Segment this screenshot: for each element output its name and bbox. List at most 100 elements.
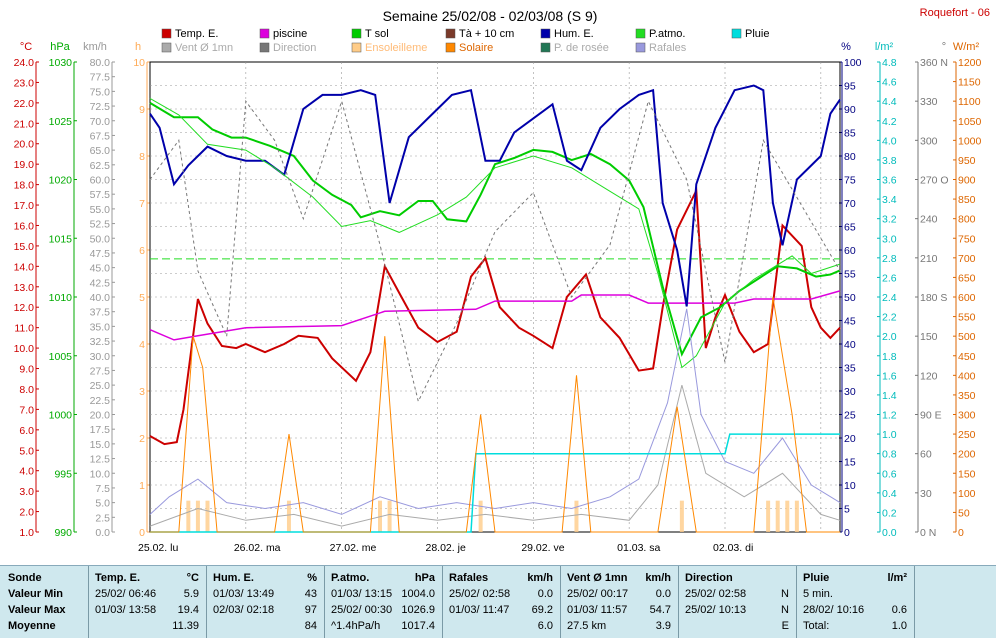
rain-tick-label: 1.8: [882, 351, 897, 363]
legend-swatch: [161, 42, 172, 53]
wind-tick-label: 50.0: [90, 233, 111, 245]
hum-tick-label: 50: [844, 292, 856, 304]
rain-tick-label: 4.8: [882, 57, 897, 69]
rain-tick-label: 2.6: [882, 272, 897, 284]
press-max: 1026.9: [401, 604, 435, 616]
dir-tick-label: 30: [920, 488, 932, 500]
legend-label: Temp. E.: [175, 28, 218, 40]
legend-label: Pluie: [745, 28, 769, 40]
solar-tick-label: 450: [958, 351, 976, 363]
hum-min-date: 01/03/ 13:49: [213, 588, 275, 600]
solar-tick-label: 950: [958, 155, 976, 167]
chart-title: Semaine 25/02/08 - 02/03/08 (S 9): [383, 8, 598, 24]
sunshine-bar: [286, 500, 291, 532]
stats-table: Sonde Valeur Min Valeur Max Moyenne Temp…: [0, 565, 996, 638]
hum-tick-label: 75: [844, 175, 856, 187]
series-t-sol: [149, 102, 841, 357]
solar-tick-label: 350: [958, 390, 976, 402]
press-tick-label: 1015: [49, 233, 73, 245]
wind-tick-label: 67.5: [90, 130, 111, 142]
solar-tick-label: 1200: [958, 57, 982, 69]
solar-tick-label: 200: [958, 449, 976, 461]
sunshine-bar: [574, 500, 579, 532]
solar-tick-label: 300: [958, 410, 976, 422]
rain-tick-label: 3.0: [882, 233, 897, 245]
wind-unit: km/h: [645, 572, 671, 584]
x-axis-labels: 25.02. lu 26.02. ma 27.02. me 28.02. je 29.0…: [138, 542, 753, 554]
press-min-date: 01/03/ 13:15: [331, 588, 393, 600]
solar-tick-label: 100: [958, 488, 976, 500]
wind-tick-label: 5.0: [95, 498, 110, 510]
wind-tick-label: 65.0: [90, 145, 111, 157]
rain-tick-label: 1.6: [882, 370, 897, 382]
sonde-title: Sonde: [8, 572, 42, 584]
rain-tick-label: 4.2: [882, 116, 897, 128]
press-unit: hPa: [414, 572, 435, 584]
wind-tick-label: 80.0: [90, 57, 111, 69]
gust-title: Rafales: [449, 572, 489, 584]
rain-tick-label: 0.4: [882, 488, 897, 500]
hum-axis-unit: %: [841, 41, 851, 53]
wind-tick-label: 15.0: [90, 439, 111, 451]
rain-axis-unit: l/m²: [875, 41, 894, 53]
temp-tick-label: 15.0: [14, 241, 35, 253]
sunshine-bar: [794, 500, 799, 532]
temp-tick-label: 7.0: [19, 404, 34, 416]
stats-dir: Direction 25/02/ 02:58 N 25/02/ 10:13 N …: [678, 566, 797, 638]
legend-swatch: [445, 42, 456, 53]
dir-tick-label: 0 N: [920, 527, 936, 539]
row-avg-label: Moyenne: [8, 620, 56, 632]
legend-label: Vent Ø 1mn: [175, 42, 233, 54]
dir-tick-label: 330: [920, 96, 938, 108]
solar-tick-label: 1100: [958, 96, 981, 108]
hum-tick-label: 5: [844, 504, 850, 516]
solar-tick-label: 50: [958, 507, 970, 519]
solar-tick-label: 650: [958, 272, 976, 284]
stats-rain: Pluie l/m² 5 min. 28/02/ 10:16 0.6 Total…: [796, 566, 915, 638]
dir-tick-label: 150: [920, 331, 938, 343]
wind-tick-label: 2.5: [95, 512, 110, 524]
dir-min-date: 25/02/ 02:58: [685, 588, 747, 600]
axes: °C24.023.022.021.020.019.018.017.016.015…: [14, 41, 982, 539]
press-max-date: 25/02/ 00:30: [331, 604, 393, 616]
x-tick-label: 29.02. ve: [521, 542, 564, 554]
stats-empty: [914, 566, 996, 638]
grid: [150, 62, 840, 532]
hum-max: 97: [304, 604, 317, 616]
rain-max: 0.6: [891, 604, 907, 616]
temp-tick-label: 14.0: [14, 261, 35, 273]
row-min-label: Valeur Min: [8, 588, 64, 600]
legend-label: Rafales: [649, 42, 687, 54]
legend-label: Direction: [273, 42, 316, 54]
solar-tick-label: 1150: [958, 77, 981, 89]
sun-tick-label: 2: [139, 433, 145, 445]
temp-tick-label: 1.0: [19, 527, 34, 539]
dir-title: Direction: [685, 572, 733, 584]
sunshine-bar: [766, 500, 771, 532]
temp-tick-label: 6.0: [19, 425, 34, 437]
rain-tick-label: 1.4: [882, 390, 897, 402]
series-piscine: [149, 290, 841, 341]
temp-tick-label: 5.0: [19, 445, 34, 457]
stats-sonde: Sonde Valeur Min Valeur Max Moyenne: [0, 566, 88, 638]
x-tick-label: 26.02. ma: [234, 542, 281, 554]
sunshine-bar: [785, 500, 790, 532]
series-rafales: [149, 308, 841, 515]
press-tick-label: 1020: [49, 175, 73, 187]
legend-label: Solaire: [459, 42, 493, 54]
press-avg: 1017.4: [401, 620, 435, 632]
x-tick-label: 25.02. lu: [138, 542, 178, 554]
hum-tick-label: 80: [844, 151, 856, 163]
wind-tick-label: 75.0: [90, 86, 111, 98]
hum-tick-label: 100: [844, 57, 862, 69]
wind-tick-label: 40.0: [90, 292, 111, 304]
press-tick-label: 1000: [49, 410, 73, 422]
x-tick-label: 01.03. sa: [617, 542, 660, 554]
dir-tick-label: 240: [920, 214, 938, 226]
temp-max: 19.4: [177, 604, 199, 616]
wind-tick-label: 45.0: [90, 263, 111, 275]
hum-unit: %: [307, 572, 317, 584]
dir-tick-label: 60: [920, 449, 932, 461]
temp-tick-label: 13.0: [14, 282, 35, 294]
sun-tick-label: 0: [139, 527, 145, 539]
